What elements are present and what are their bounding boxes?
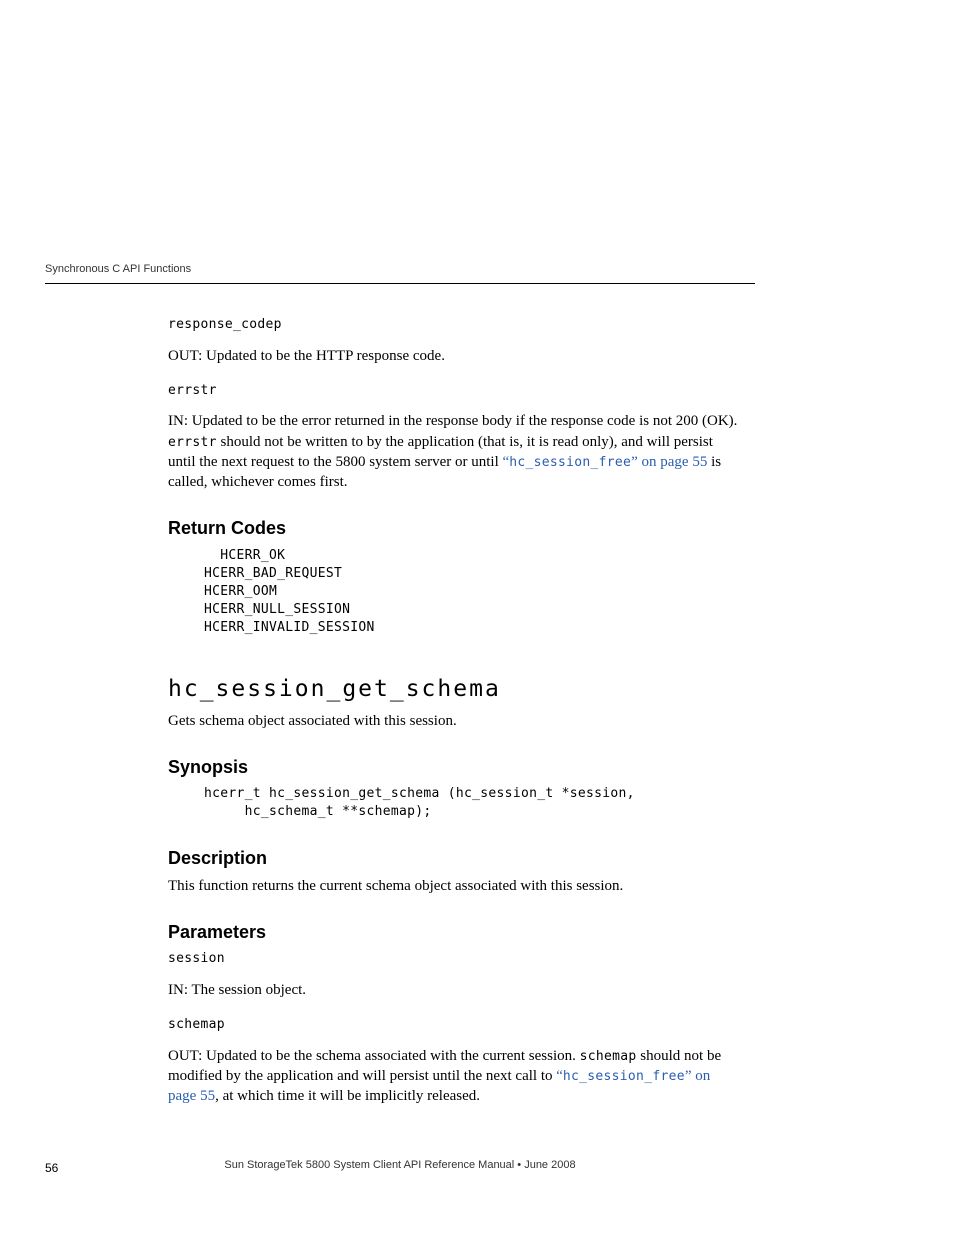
param-name-response-codep: response_codep bbox=[168, 316, 740, 334]
heading-synopsis: Synopsis bbox=[168, 755, 740, 779]
inline-code: schemap bbox=[580, 1049, 637, 1064]
description-text: This function returns the current schema… bbox=[168, 876, 740, 896]
content-body: response_codep OUT: Updated to be the HT… bbox=[168, 316, 740, 1122]
heading-return-codes: Return Codes bbox=[168, 516, 740, 540]
param-desc-response-codep: OUT: Updated to be the HTTP response cod… bbox=[168, 346, 740, 366]
text-segment: ” on page 55 bbox=[631, 454, 707, 470]
heading-parameters: Parameters bbox=[168, 920, 740, 944]
param-desc-session: IN: The session object. bbox=[168, 980, 740, 1000]
param-name-session: session bbox=[168, 950, 740, 968]
function-title: hc_session_get_schema bbox=[168, 674, 740, 705]
text-segment: IN: Updated to be the error returned in … bbox=[168, 413, 737, 429]
inline-code: hc_session_free bbox=[563, 1069, 685, 1084]
footer-title: Sun StorageTek 5800 System Client API Re… bbox=[45, 1159, 755, 1171]
text-segment: “ bbox=[556, 1068, 563, 1084]
page-footer: 56 Sun StorageTek 5800 System Client API… bbox=[45, 1159, 755, 1177]
header-rule bbox=[45, 283, 755, 284]
param-desc-errstr: IN: Updated to be the error returned in … bbox=[168, 411, 740, 492]
function-summary: Gets schema object associated with this … bbox=[168, 711, 740, 731]
codeblock-synopsis: hcerr_t hc_session_get_schema (hc_sessio… bbox=[204, 785, 740, 821]
param-desc-schemap: OUT: Updated to be the schema associated… bbox=[168, 1046, 740, 1107]
running-header: Synchronous C API Functions bbox=[45, 263, 191, 275]
param-name-errstr: errstr bbox=[168, 382, 740, 400]
codeblock-return-codes: HCERR_OK HCERR_BAD_REQUEST HCERR_OOM HCE… bbox=[204, 547, 740, 638]
inline-code: hc_session_free bbox=[509, 455, 631, 470]
inline-code: errstr bbox=[168, 435, 217, 450]
page: Synchronous C API Functions response_cod… bbox=[0, 0, 954, 1235]
heading-description: Description bbox=[168, 846, 740, 870]
link-hc-session-free[interactable]: “hc_session_free” on page 55 bbox=[503, 454, 708, 470]
param-name-schemap: schemap bbox=[168, 1016, 740, 1034]
text-segment: OUT: Updated to be the schema associated… bbox=[168, 1048, 580, 1064]
text-segment: , at which time it will be implicitly re… bbox=[215, 1088, 480, 1104]
